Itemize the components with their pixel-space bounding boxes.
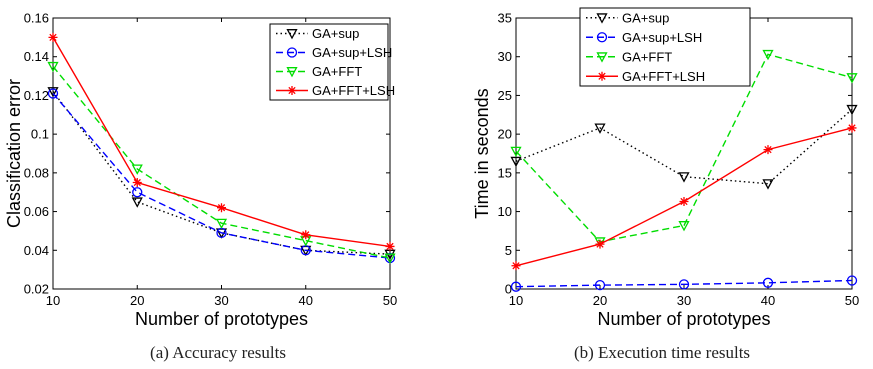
x-tick-label: 40 (761, 293, 775, 308)
legend-marker (286, 47, 298, 58)
y-tick-label: 25 (498, 88, 512, 103)
x-tick-label: 50 (845, 293, 859, 308)
legend-label: GA+FFT (622, 49, 672, 64)
data-point (47, 88, 59, 99)
data-point (385, 241, 395, 251)
data-point (215, 218, 228, 230)
data-point (301, 230, 311, 240)
series-ga-sup (510, 104, 858, 190)
data-point (762, 49, 774, 61)
series-ga-sup-lsh (510, 275, 858, 292)
legend-label: GA+FFT (312, 64, 362, 79)
y-tick-label: 10 (498, 204, 512, 219)
data-point (594, 279, 606, 291)
data-point (678, 221, 690, 232)
y-tick-label: 0.14 (24, 49, 49, 64)
data-point (131, 197, 143, 208)
legend-marker (596, 13, 608, 24)
legend-box (579, 7, 751, 87)
data-point (763, 145, 773, 155)
data-point (847, 123, 857, 133)
x-axis-label: Number of prototypes (135, 309, 308, 329)
x-axis-label: Number of prototypes (597, 309, 770, 329)
data-point (510, 281, 522, 292)
legend: GA+sup GA+sup+LSH GA+FFT GA+FFT+LSH (269, 23, 395, 101)
data-point (678, 279, 690, 290)
data-point (217, 203, 226, 213)
data-point (762, 277, 774, 288)
chart-b-caption: (b) Execution time results (574, 343, 750, 362)
y-tick-label: 0.02 (24, 282, 49, 297)
y-tick-label: 0.16 (24, 11, 49, 26)
y-tick-label: 0.12 (24, 88, 49, 103)
data-point (594, 123, 606, 134)
series-line (515, 127, 853, 267)
legend-marker (287, 86, 297, 95)
series-line (52, 91, 391, 255)
data-point (132, 187, 143, 198)
y-tick-label: 5 (505, 243, 512, 258)
y-tick-label: 30 (498, 49, 512, 64)
y-tick-label: 0.06 (24, 204, 49, 219)
y-axis-label: Classification error (4, 79, 24, 228)
data-point (762, 179, 774, 190)
legend-label: GA+sup+LSH (312, 45, 392, 60)
y-tick-label: 20 (498, 127, 512, 142)
y-axis-label: Time in seconds (472, 88, 492, 218)
data-point (510, 146, 522, 158)
data-point (511, 261, 521, 271)
data-point (846, 104, 858, 116)
series-ga-fft-lsh (48, 32, 395, 251)
series-line (515, 279, 853, 288)
legend-label: GA+FFT+LSH (622, 69, 705, 84)
legend-label: GA+sup (312, 26, 359, 41)
data-point (47, 61, 59, 73)
legend-marker (286, 29, 298, 40)
legend-marker (596, 32, 608, 43)
data-point (132, 178, 142, 188)
x-tick-label: 40 (299, 293, 313, 308)
legend-label: GA+sup+LSH (622, 30, 702, 45)
x-tick-label: 20 (593, 293, 607, 308)
y-tick-label: 15 (498, 165, 512, 180)
legend-marker (597, 71, 607, 81)
y-tick-label: 0.1 (31, 127, 49, 142)
data-point (510, 156, 522, 168)
y-tick-label: 0.04 (24, 243, 49, 258)
data-point (384, 253, 396, 264)
data-point (678, 172, 690, 183)
data-point (595, 239, 605, 249)
y-tick-label: 0.08 (24, 165, 49, 180)
data-point (48, 32, 58, 42)
data-point (131, 164, 143, 175)
data-point (846, 275, 858, 286)
data-point (47, 87, 59, 98)
series-line (515, 53, 853, 243)
series-line (52, 93, 391, 259)
legend: GA+sup GA+sup+LSH GA+FFT GA+FFT+LSH (579, 7, 751, 87)
x-tick-label: 50 (383, 293, 397, 308)
chart-a-caption: (a) Accuracy results (150, 343, 286, 362)
x-tick-label: 10 (509, 293, 523, 308)
legend-marker (286, 67, 298, 78)
x-tick-label: 30 (677, 293, 691, 308)
x-tick-label: 10 (46, 293, 60, 308)
legend-label: GA+sup (622, 10, 669, 25)
legend-marker (596, 52, 608, 63)
y-tick-label: 0 (505, 282, 512, 297)
series-ga-fft-lsh (511, 123, 857, 271)
chart-a: 10 20 30 40 50 0.02 0.04 0.06 0.08 0.1 0.12 0.14 0.1… (4, 11, 397, 330)
x-tick-label: 20 (130, 293, 144, 308)
data-point (679, 197, 689, 207)
data-point (846, 73, 858, 84)
chart-b: 10 20 30 40 50 0 5 10 15 20 25 30 35 Number of protot… (472, 7, 859, 329)
y-tick-label: 35 (498, 11, 512, 26)
x-tick-label: 30 (214, 293, 228, 308)
legend-label: GA+FFT+LSH (312, 83, 395, 98)
